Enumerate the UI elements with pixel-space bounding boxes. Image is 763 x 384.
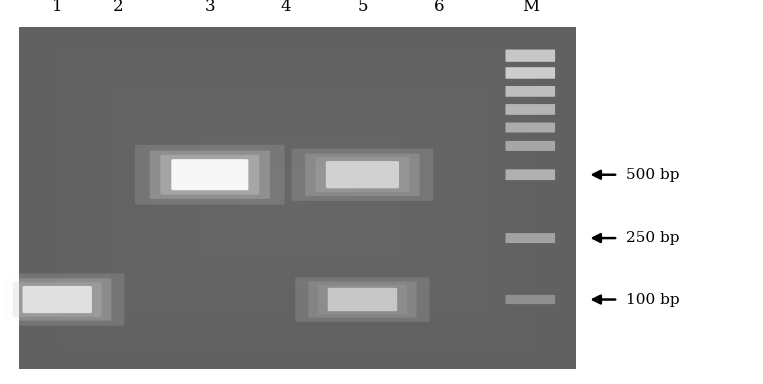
Text: 2: 2: [113, 0, 124, 15]
FancyBboxPatch shape: [328, 288, 397, 311]
FancyBboxPatch shape: [316, 157, 409, 192]
Text: M: M: [522, 0, 539, 15]
FancyBboxPatch shape: [505, 169, 555, 180]
FancyBboxPatch shape: [505, 67, 555, 79]
FancyBboxPatch shape: [308, 281, 417, 318]
FancyBboxPatch shape: [160, 155, 259, 195]
FancyBboxPatch shape: [505, 295, 555, 304]
FancyBboxPatch shape: [505, 233, 555, 243]
FancyBboxPatch shape: [305, 154, 420, 196]
FancyBboxPatch shape: [150, 151, 270, 199]
Text: 3: 3: [204, 0, 215, 15]
FancyBboxPatch shape: [326, 161, 399, 188]
FancyBboxPatch shape: [291, 149, 433, 201]
FancyBboxPatch shape: [0, 273, 124, 326]
Text: 100 bp: 100 bp: [626, 293, 679, 306]
FancyBboxPatch shape: [505, 141, 555, 151]
Text: 6: 6: [433, 0, 444, 15]
FancyBboxPatch shape: [505, 86, 555, 97]
FancyBboxPatch shape: [172, 159, 249, 190]
FancyBboxPatch shape: [318, 285, 407, 314]
FancyBboxPatch shape: [135, 145, 285, 205]
FancyBboxPatch shape: [505, 50, 555, 62]
FancyBboxPatch shape: [13, 282, 101, 317]
FancyBboxPatch shape: [505, 104, 555, 115]
Text: 500 bp: 500 bp: [626, 168, 679, 182]
FancyBboxPatch shape: [295, 277, 430, 322]
Text: 4: 4: [281, 0, 291, 15]
FancyBboxPatch shape: [3, 278, 111, 321]
Text: 250 bp: 250 bp: [626, 231, 679, 245]
FancyBboxPatch shape: [22, 286, 92, 313]
FancyBboxPatch shape: [505, 122, 555, 132]
Text: 5: 5: [357, 0, 368, 15]
Text: 1: 1: [52, 0, 63, 15]
